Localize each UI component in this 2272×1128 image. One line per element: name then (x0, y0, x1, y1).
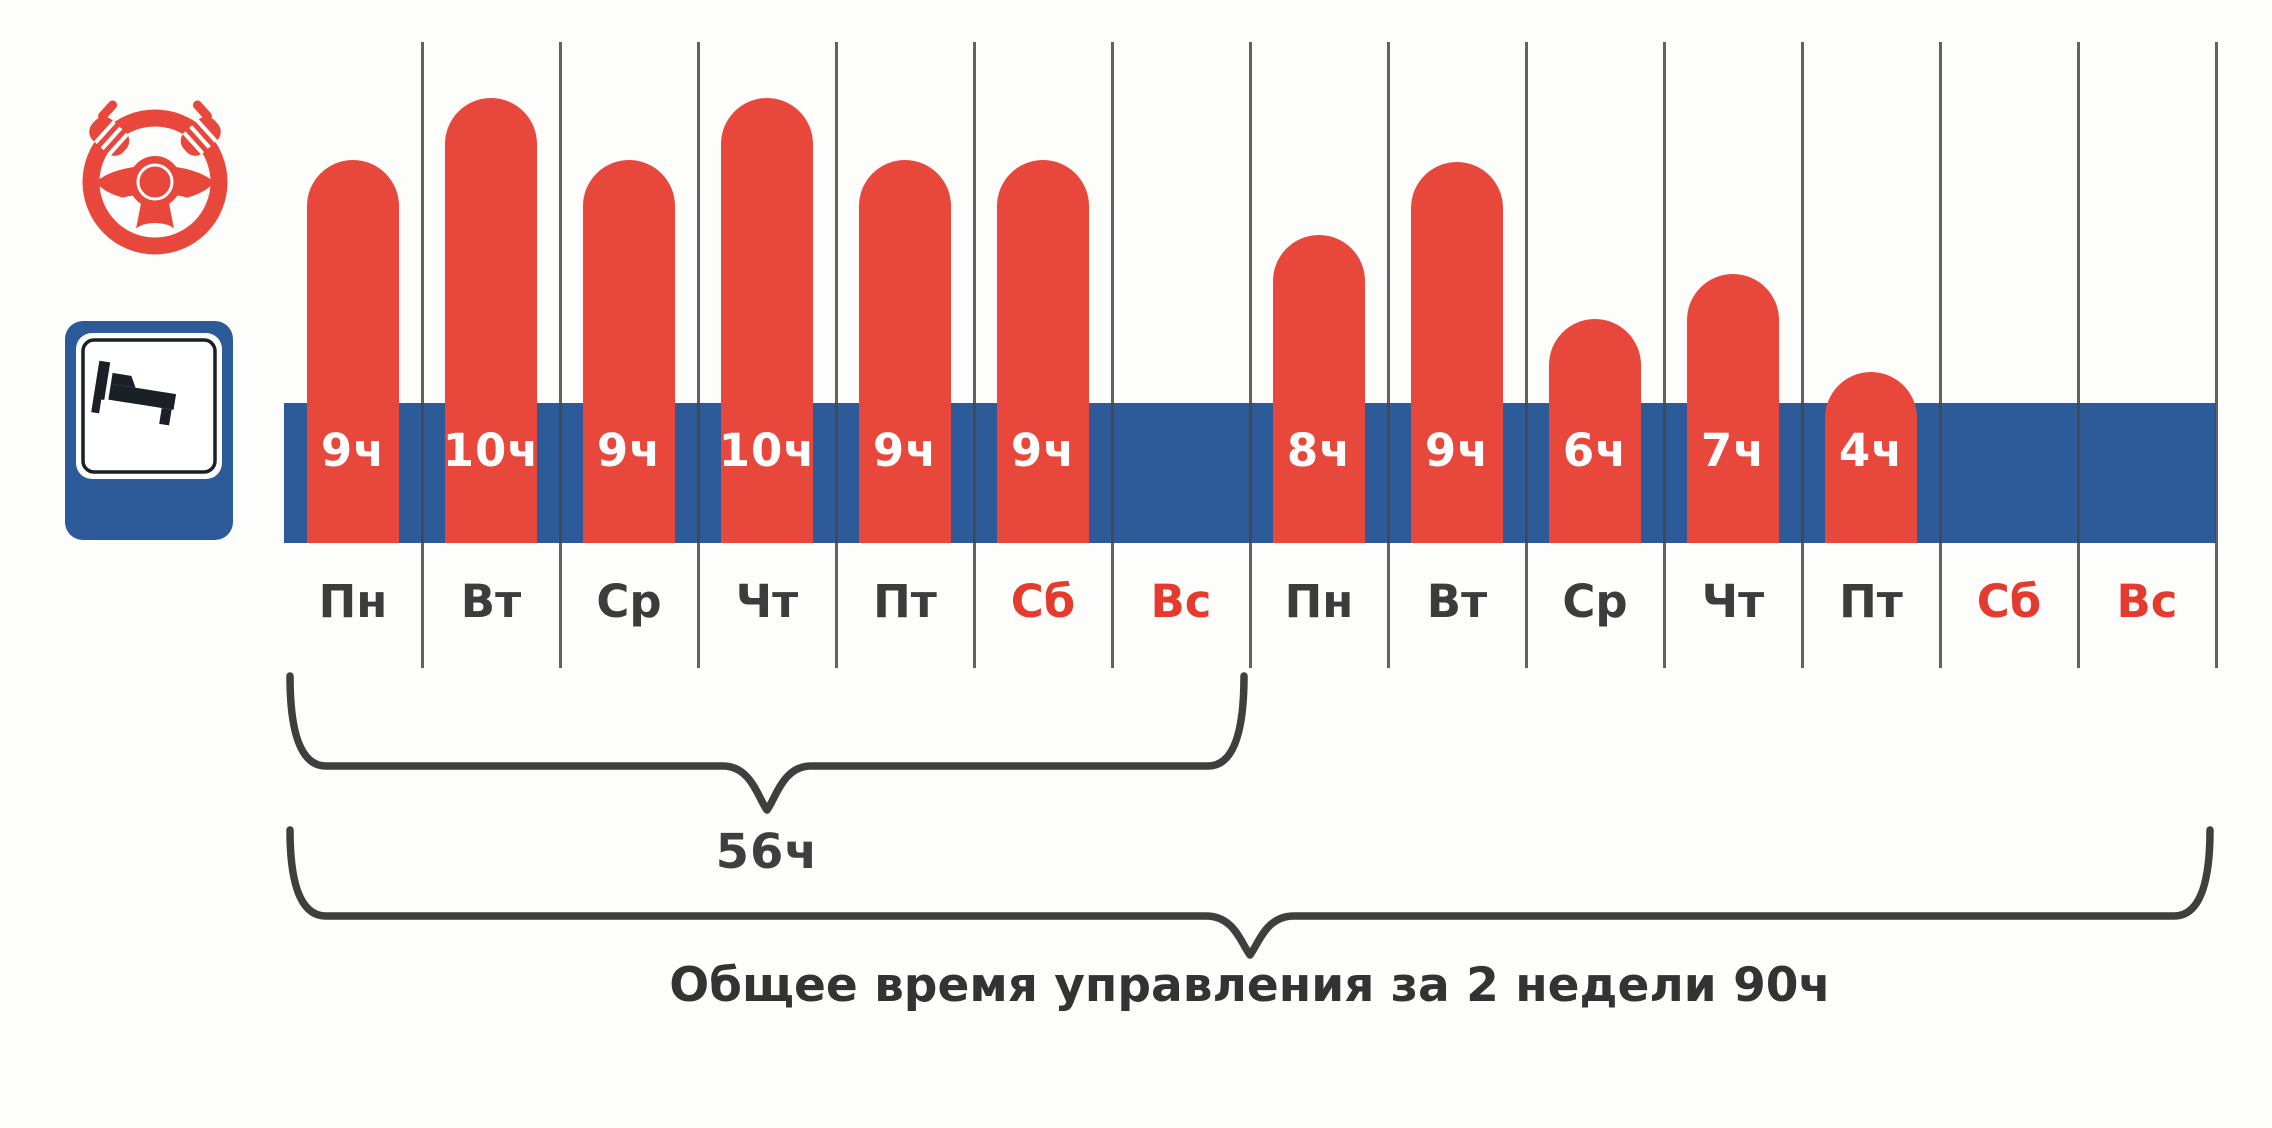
day-separator-line (834, 42, 838, 668)
day-label-week1-Ср: Ср (596, 574, 662, 628)
day-separator-line (1524, 42, 1528, 668)
day-separator-line (1248, 42, 1252, 668)
steering-wheel-icon (82, 100, 228, 255)
day-label-week2-Ср: Ср (1562, 574, 1628, 628)
driving-bar-week1-Ср (583, 160, 675, 543)
day-label-week1-Сб: Сб (1010, 574, 1076, 628)
day-separator-line (2076, 42, 2080, 668)
day-separator-line (972, 42, 976, 668)
day-label-week1-Пт: Пт (873, 574, 937, 628)
day-separator-line (696, 42, 700, 668)
bar-hours-label: 10ч (442, 424, 540, 477)
bar-hours-label: 4ч (1838, 424, 1904, 477)
day-label-week2-Вт: Вт (1426, 574, 1488, 628)
bar-hours-label: 10ч (718, 424, 816, 477)
driving-bar-week2-Ср (1549, 319, 1641, 543)
day-label-week2-Сб: Сб (1976, 574, 2042, 628)
day-separator-line (1110, 42, 1114, 668)
rest-area-bed-sign-icon (65, 321, 233, 540)
day-separator-line (420, 42, 424, 668)
driving-bar-week1-Чт (721, 98, 813, 543)
driving-bar-week1-Пт (859, 160, 951, 543)
bar-hours-label: 9ч (872, 424, 938, 477)
day-separator-line (558, 42, 562, 668)
day-label-week1-Чт: Чт (735, 574, 799, 628)
bar-hours-label: 9ч (1010, 424, 1076, 477)
bar-hours-label: 6ч (1562, 424, 1628, 477)
day-separator-line (1386, 42, 1390, 668)
day-label-week2-Пт: Пт (1839, 574, 1903, 628)
day-label-week1-Вс: Вс (1150, 574, 1212, 628)
bar-hours-label: 7ч (1700, 424, 1766, 477)
driving-bar-week2-Пн (1273, 235, 1365, 543)
bar-hours-label: 9ч (1424, 424, 1490, 477)
driving-bar-week2-Вт (1411, 162, 1503, 543)
driving-bar-week2-Чт (1687, 274, 1779, 543)
day-label-week2-Вс: Вс (2116, 574, 2178, 628)
two-week-total-caption: Общее время управления за 2 недели 90ч (669, 958, 1831, 1013)
driving-bar-week1-Пн (307, 160, 399, 543)
day-label-week2-Пн: Пн (1284, 574, 1354, 628)
day-label-week1-Вт: Вт (460, 574, 522, 628)
driving-bar-week1-Вт (445, 98, 537, 543)
driving-bar-week2-Пт (1825, 372, 1917, 543)
bar-hours-label: 9ч (320, 424, 386, 477)
day-label-week1-Пн: Пн (318, 574, 388, 628)
two-weeks-bracket (286, 826, 2214, 959)
bed-pictogram (91, 360, 177, 426)
week1-bracket (286, 672, 1248, 814)
week1-total-label: 56ч (715, 824, 819, 880)
driving-bar-week1-Сб (997, 160, 1089, 543)
day-separator-line (1662, 42, 1666, 668)
bar-hours-label: 9ч (596, 424, 662, 477)
bar-hours-label: 8ч (1286, 424, 1352, 477)
day-separator-line (2214, 42, 2218, 668)
day-label-week2-Чт: Чт (1701, 574, 1765, 628)
day-separator-line (1938, 42, 1942, 668)
day-separator-line (1800, 42, 1804, 668)
